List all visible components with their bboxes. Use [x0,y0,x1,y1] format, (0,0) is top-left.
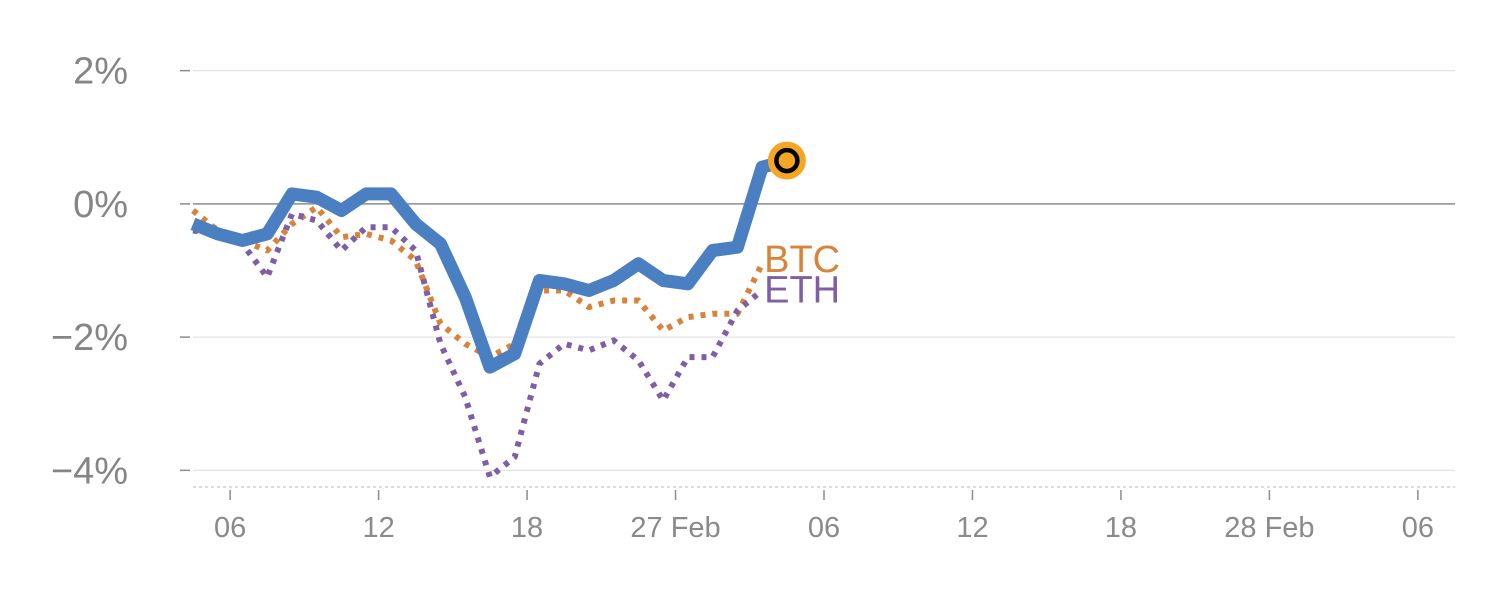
x-tick-label: 06 [214,512,246,544]
x-tick-label: 18 [1105,512,1137,544]
btc-series-label: BTC [764,239,840,281]
x-tick-label: 12 [362,512,394,544]
eth-line [192,210,764,480]
eth-series-label: ETH [764,269,840,311]
x-tick-label: 06 [808,512,840,544]
last-point-marker-inner [774,147,800,174]
x-tick-label: 28 Feb [1224,512,1314,544]
y-tick-label: 2% [73,51,128,93]
last-point-marker-layer [767,141,806,180]
x-tick-label: 06 [1402,512,1434,544]
y-tick-label: −2% [51,317,128,359]
y-tick-label: −4% [51,450,128,492]
main-series-line [190,154,789,374]
axes: 2% 0% −2% −4% 06 12 18 27 Feb 06 12 18 28 Feb 06 [51,51,1455,544]
series-lines [190,154,789,480]
x-tick-label: 12 [956,512,988,544]
x-tick-label: 18 [511,512,543,544]
y-tick-label: 0% [73,184,128,226]
x-tick-label: 27 Feb [630,512,720,544]
